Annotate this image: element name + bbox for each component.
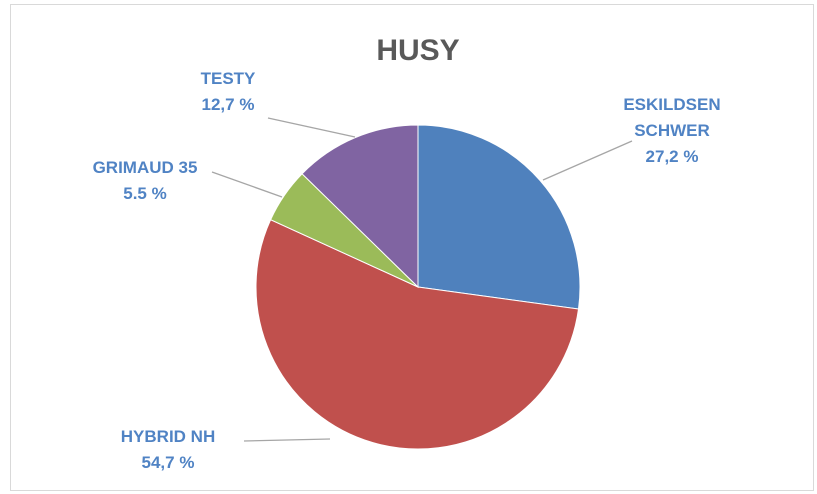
- slice-value: 12,7 %: [201, 95, 255, 114]
- slice-name: GRIMAUD 35: [92, 158, 198, 177]
- data-label: TESTY 12,7 %: [201, 66, 256, 118]
- slice-name: ESKILDSEN SCHWER: [623, 95, 721, 140]
- slice-name: TESTY: [200, 69, 256, 88]
- slice-value: 5.5 %: [123, 184, 167, 203]
- leader-line: [243, 438, 331, 442]
- slice-value: 27,2 %: [645, 147, 699, 166]
- leader-line: [542, 140, 633, 181]
- data-label: ESKILDSEN SCHWER 27,2 %: [617, 92, 727, 170]
- leader-line: [267, 117, 356, 138]
- pie-slice: [301, 124, 419, 289]
- slice-value: 54,7 %: [141, 453, 195, 472]
- chart-title: HUSY: [376, 34, 459, 67]
- data-label: HYBRID NH 54,7 %: [121, 424, 215, 476]
- pie-slice: [255, 219, 580, 450]
- leader-line: [211, 171, 283, 198]
- slice-name: HYBRID NH: [120, 427, 216, 446]
- data-label: GRIMAUD 35 5.5 %: [93, 155, 198, 207]
- pie-slice: [417, 124, 581, 310]
